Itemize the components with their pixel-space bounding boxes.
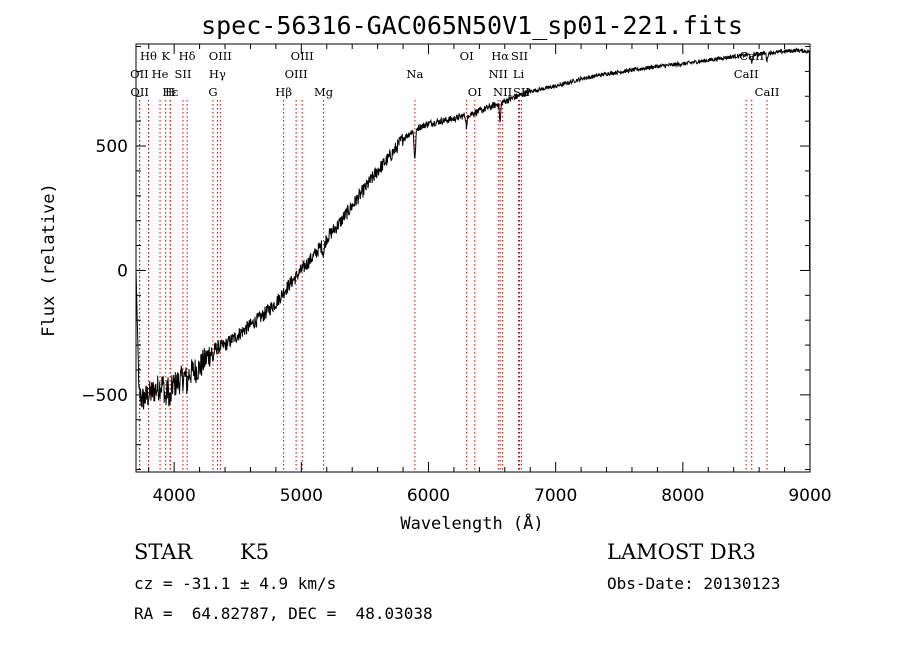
y-tick-label: −500: [81, 386, 128, 406]
spectral-line-label: OII: [130, 85, 149, 99]
x-tick-label: 7000: [534, 486, 577, 506]
x-axis-label: Wavelength (Å): [400, 512, 543, 534]
x-tick-label: 9000: [788, 486, 831, 506]
spectral-line-label: Hθ: [140, 49, 157, 63]
x-tick-label: 6000: [407, 486, 450, 506]
spectral-line-label: Li: [513, 67, 525, 81]
spectral-line-label: H: [165, 85, 175, 99]
spectral-line-label: SII: [513, 85, 530, 99]
spectral-line-label: SII: [174, 67, 191, 81]
chart-title: spec-56316-GAC065N50V1_sp01-221.fits: [201, 11, 743, 40]
object-class: STAR: [134, 540, 193, 564]
coordinates-info: RA = 64.82787, DEC = 48.03038: [134, 604, 433, 623]
x-tick-label: 5000: [280, 486, 323, 506]
spectral-line-label: Hβ: [275, 85, 292, 99]
y-tick-label: 500: [96, 137, 128, 157]
spectral-line-label: CaII: [739, 49, 764, 63]
spectral-line-label: K: [161, 49, 170, 63]
spectral-line-label: Hε: [162, 85, 178, 99]
spectral-line-label: NII: [489, 67, 508, 81]
redshift-info: cz = -31.1 ± 4.9 km/s: [134, 574, 337, 593]
object-subclass: K5: [240, 540, 270, 564]
spectral-line-label: Hγ: [209, 67, 226, 81]
x-tick-label: 8000: [661, 486, 704, 506]
spectrum-series: [135, 47, 811, 410]
spectral-line-label: Hδ: [179, 49, 196, 63]
y-tick-label: 0: [117, 261, 128, 281]
spectral-line-label: OIII: [209, 49, 232, 63]
survey-name: LAMOST DR3: [607, 540, 756, 564]
spectral-line-label: Hα: [491, 49, 509, 63]
spectral-line-label: OIII: [291, 49, 314, 63]
axis-ticks: 4000 5000 6000 7000 8000 9000 −500 0 500: [81, 44, 832, 506]
x-tick-label: 4000: [153, 486, 196, 506]
spectral-line-label: Na: [406, 67, 423, 81]
spectral-line-label: SII: [511, 49, 528, 63]
plot-frame: [135, 43, 811, 473]
spectral-line-label: OIII: [285, 67, 308, 81]
spectral-line-label: NII: [493, 85, 512, 99]
spectral-line-label: CaII: [755, 85, 780, 99]
spectral-line-label: CaII: [734, 67, 759, 81]
spectral-line-label: OII: [130, 67, 149, 81]
spectral-line-label: Mg: [314, 85, 334, 99]
observation-date: Obs-Date: 20130123: [607, 574, 781, 593]
spectral-line-label: G: [208, 85, 217, 99]
spectral-line-label: He: [152, 67, 169, 81]
y-axis-label: Flux (relative): [39, 183, 59, 337]
spectral-line-markers: [138, 100, 768, 472]
spectral-line-label: OI: [460, 49, 474, 63]
spectral-line-label: OI: [468, 85, 482, 99]
